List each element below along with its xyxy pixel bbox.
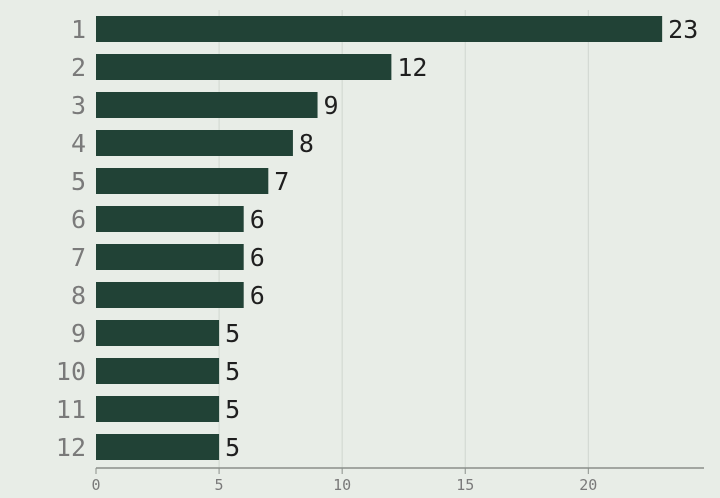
x-tick-label-10: 10 [333, 476, 351, 494]
value-label-8: 6 [250, 281, 265, 310]
bar-12 [96, 434, 220, 460]
bar-8 [96, 282, 244, 308]
value-label-10: 5 [225, 357, 240, 386]
x-axis: 0 5 10 15 20 [91, 467, 704, 494]
bar-labels: 1 232 123 94 85 76 67 68 69 510 511 512 5 [56, 15, 698, 462]
x-tick-label-20: 20 [579, 476, 597, 494]
category-label-1: 1 [71, 15, 86, 44]
category-label-8: 8 [71, 281, 86, 310]
bars [96, 16, 663, 460]
value-label-1: 23 [668, 15, 698, 44]
x-tick-label-5: 5 [215, 476, 224, 494]
category-label-10: 10 [56, 357, 86, 386]
value-label-4: 8 [299, 129, 314, 158]
category-label-11: 11 [56, 395, 86, 424]
bar-11 [96, 396, 220, 422]
bar-3 [96, 92, 318, 118]
value-label-11: 5 [225, 395, 240, 424]
category-label-3: 3 [71, 91, 86, 120]
category-label-12: 12 [56, 433, 86, 462]
bar-5 [96, 168, 269, 194]
x-tick-label-0: 0 [91, 476, 100, 494]
value-label-5: 7 [274, 167, 289, 196]
value-label-9: 5 [225, 319, 240, 348]
bar-9 [96, 320, 220, 346]
category-label-9: 9 [71, 319, 86, 348]
x-tick-label-15: 15 [456, 476, 474, 494]
bar-2 [96, 54, 392, 80]
value-label-2: 12 [397, 53, 427, 82]
bar-6 [96, 206, 244, 232]
value-label-7: 6 [250, 243, 265, 272]
category-label-5: 5 [71, 167, 86, 196]
bar-10 [96, 358, 220, 384]
category-label-2: 2 [71, 53, 86, 82]
bar-7 [96, 244, 244, 270]
category-label-4: 4 [71, 129, 86, 158]
bar-4 [96, 130, 293, 156]
value-label-6: 6 [250, 205, 265, 234]
bar-1 [96, 16, 663, 42]
value-label-3: 9 [324, 91, 339, 120]
category-label-7: 7 [71, 243, 86, 272]
gridlines [218, 10, 589, 468]
category-label-6: 6 [71, 205, 86, 234]
value-label-12: 5 [225, 433, 240, 462]
